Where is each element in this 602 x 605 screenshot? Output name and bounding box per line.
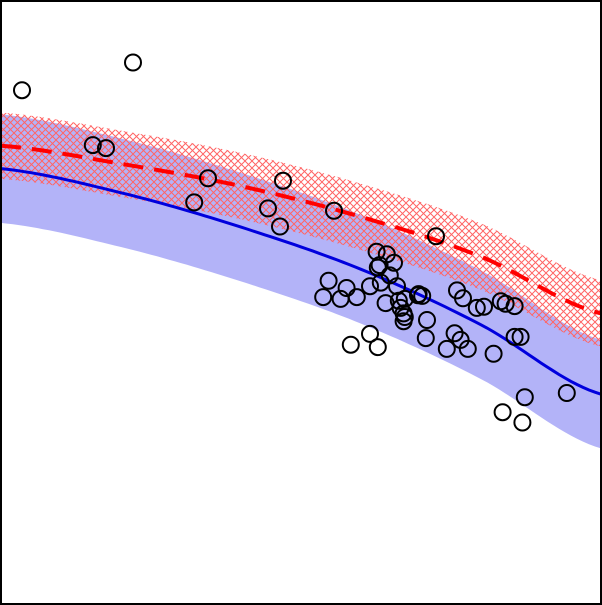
data-point-24 xyxy=(388,277,406,296)
data-point-16 xyxy=(361,277,379,296)
data-point-44 xyxy=(341,335,360,354)
data-point-54 xyxy=(557,384,576,402)
data-point-46 xyxy=(368,338,387,357)
data-point-33 xyxy=(409,285,428,304)
data-point-14 xyxy=(337,279,356,297)
data-point-36 xyxy=(467,298,486,317)
data-point-3 xyxy=(97,139,115,158)
data-point-55 xyxy=(515,388,534,407)
data-point-2 xyxy=(83,136,102,155)
data-point-50 xyxy=(458,339,477,358)
data-point-9 xyxy=(325,201,343,220)
data-point-6 xyxy=(274,171,292,190)
data-point-43 xyxy=(416,329,435,348)
data-point-53 xyxy=(511,327,530,346)
data-point-8 xyxy=(271,217,289,236)
data-point-56 xyxy=(493,403,512,422)
data-point-1 xyxy=(124,53,142,72)
blue-fit-line xyxy=(1,167,601,396)
data-point-10 xyxy=(427,227,445,246)
data-point-57 xyxy=(513,413,532,432)
red-hatched-band xyxy=(1,112,601,347)
data-point-41 xyxy=(418,311,436,329)
data-point-11 xyxy=(319,271,338,290)
data-point-52 xyxy=(505,327,524,346)
data-point-39 xyxy=(496,294,515,313)
data-point-47 xyxy=(437,339,456,358)
data-point-4 xyxy=(199,169,217,188)
data-point-37 xyxy=(475,297,493,316)
data-point-0 xyxy=(13,81,31,100)
data-point-48 xyxy=(445,324,464,343)
data-point-12 xyxy=(314,288,333,307)
red-dashed-fit-line xyxy=(1,143,601,316)
data-point-5 xyxy=(185,193,204,212)
data-point-7 xyxy=(259,199,277,218)
data-point-40 xyxy=(505,297,524,316)
data-point-42 xyxy=(394,312,413,331)
data-point-15 xyxy=(347,288,366,307)
data-point-21 xyxy=(385,253,403,272)
data-point-45 xyxy=(361,324,379,343)
data-point-35 xyxy=(454,289,472,308)
data-point-51 xyxy=(484,344,503,363)
